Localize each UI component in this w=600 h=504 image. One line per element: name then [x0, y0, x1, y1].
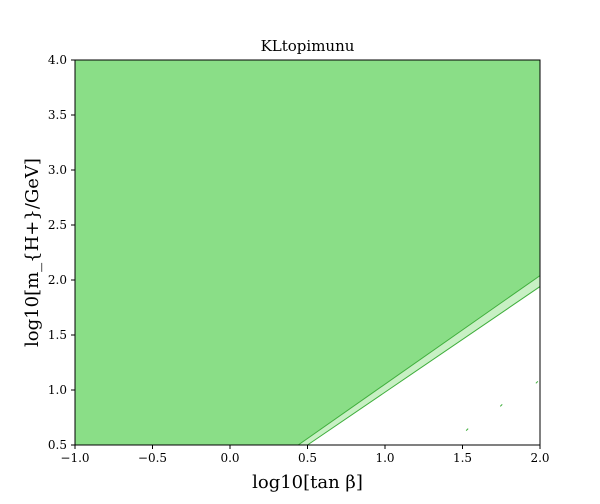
y-tick-label: 2.5 — [48, 218, 67, 232]
x-axis-ticks: −1.0 −0.5 0.0 0.5 1.0 1.5 2.0 — [60, 445, 550, 465]
boundary-line-outer — [297, 275, 541, 446]
y-tick-label: 1.5 — [48, 328, 67, 342]
x-tick-label: 2.0 — [530, 451, 549, 465]
contour-island — [535, 380, 539, 384]
y-tick-label: 3.0 — [48, 163, 67, 177]
y-tick-label: 2.0 — [48, 273, 67, 287]
y-tick-label: 0.5 — [48, 438, 67, 452]
x-tick-label: −0.5 — [138, 451, 167, 465]
y-axis-label: log10[m_{H+}/GeV] — [22, 158, 43, 347]
contour-island — [499, 404, 503, 407]
y-axis-ticks: 0.5 1.0 1.5 2.0 2.5 3.0 3.5 4.0 — [48, 53, 75, 452]
x-axis-label: log10[tan β] — [252, 472, 363, 493]
x-tick-label: −1.0 — [60, 451, 89, 465]
chart-title: KLtopimunu — [261, 37, 355, 55]
plot-fills — [75, 60, 541, 446]
y-tick-label: 1.0 — [48, 383, 67, 397]
x-tick-label: 0.5 — [298, 451, 317, 465]
x-tick-label: 1.5 — [453, 451, 472, 465]
y-tick-label: 3.5 — [48, 108, 67, 122]
x-tick-label: 0.0 — [220, 451, 239, 465]
excluded-region-2sigma — [75, 60, 540, 445]
y-tick-label: 4.0 — [48, 53, 67, 67]
contour-island — [465, 428, 469, 431]
x-tick-label: 1.0 — [375, 451, 394, 465]
boundary-line-inner — [307, 286, 541, 446]
